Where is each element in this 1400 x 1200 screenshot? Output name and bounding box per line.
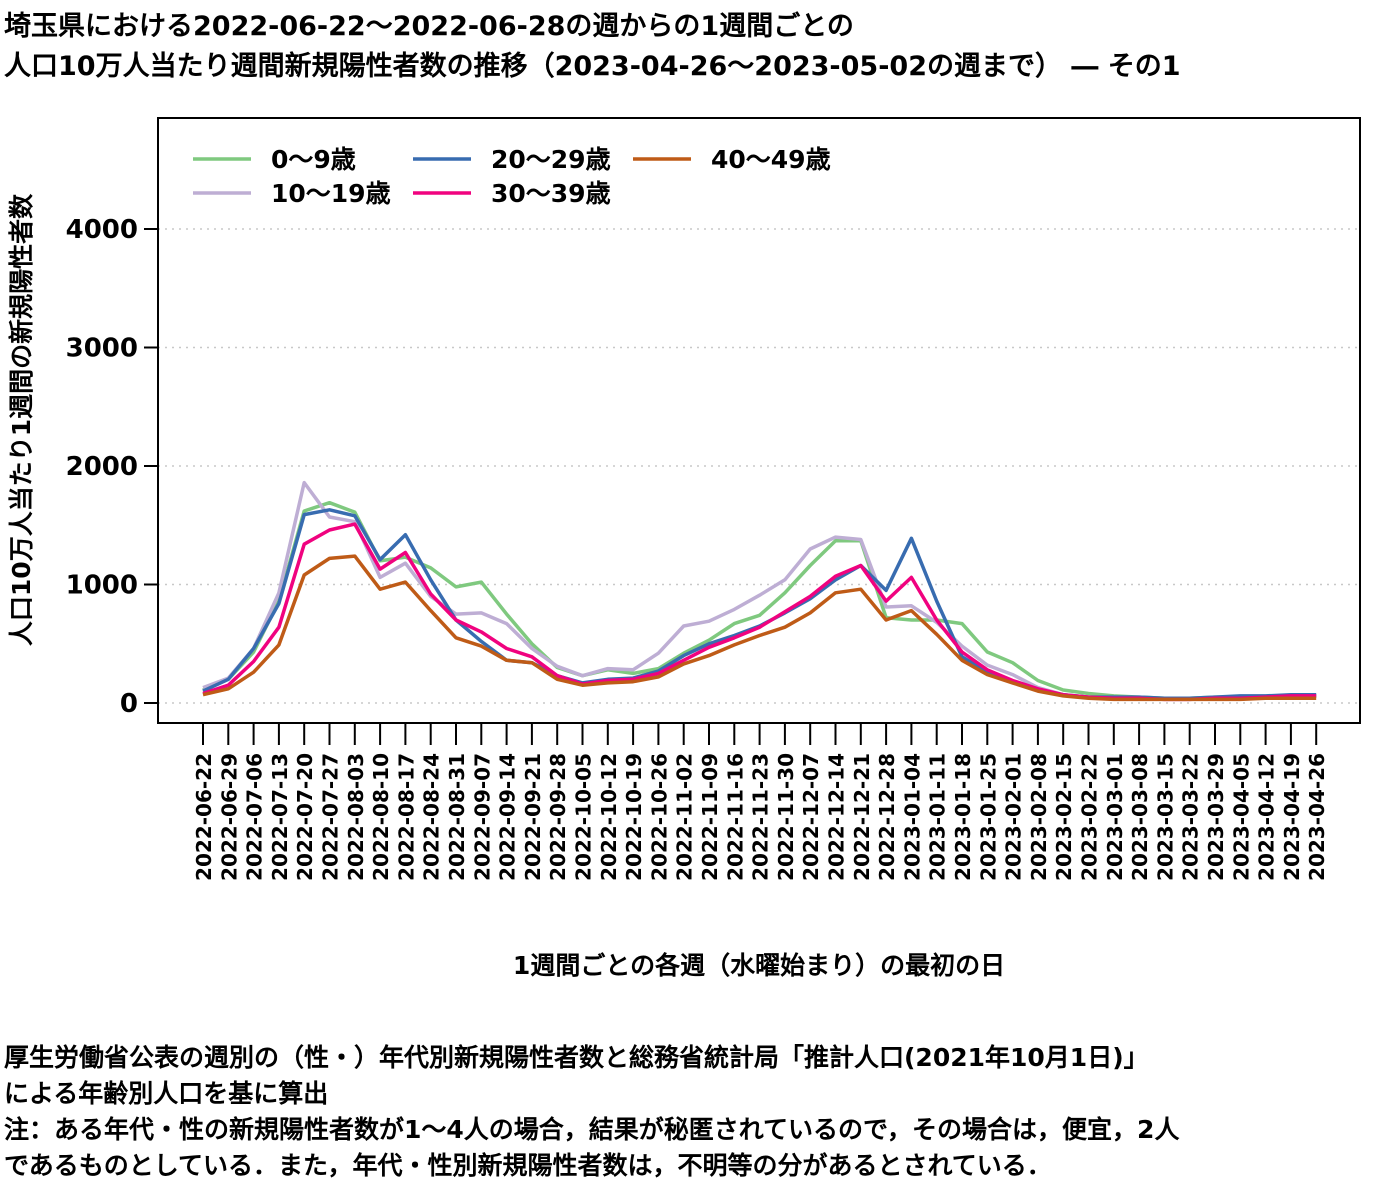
series-line <box>202 500 1317 701</box>
x-tick-label: 2022-07-27 <box>319 753 343 881</box>
x-tick-label: 2023-03-15 <box>1153 753 1177 881</box>
x-tick-label: 2023-01-25 <box>976 753 1000 881</box>
y-axis: 0 1000 2000 3000 4000 <box>66 215 158 719</box>
x-tick-label: 2022-07-13 <box>268 753 292 881</box>
gridlines <box>158 228 1360 704</box>
x-tick-label: 2023-04-05 <box>1229 753 1253 881</box>
series-line <box>202 554 1317 702</box>
legend-label: 40～49歳 <box>711 145 831 174</box>
legend-label: 0～9歳 <box>271 145 356 174</box>
footnote-line-2: であるものとしている．また，年代・性別新規陽性者数は，不明等の分があるとされてい… <box>4 1151 1052 1180</box>
x-tick-label: 2022-10-19 <box>622 753 646 881</box>
y-tick-label: 1000 <box>66 571 138 601</box>
x-tick-label: 2023-02-08 <box>1027 753 1051 881</box>
x-tick-label: 2022-09-21 <box>521 753 545 881</box>
legend-label: 20～29歳 <box>491 145 611 174</box>
x-tick-label: 2022-08-31 <box>445 753 469 881</box>
x-tick-label: 2022-08-24 <box>420 753 444 881</box>
x-tick-label: 2022-11-02 <box>673 753 697 881</box>
legend: 0～9歳 10～19歳 20～29歳 30～39歳 40～49歳 <box>193 145 831 208</box>
x-tick-label: 2023-01-18 <box>951 753 975 881</box>
x-tick-label: 2023-04-19 <box>1280 753 1304 881</box>
series-lines <box>202 480 1317 702</box>
x-tick-label: 2022-09-14 <box>496 753 520 881</box>
x-tick-label: 2022-08-17 <box>394 753 418 881</box>
x-tick-label: 2022-10-05 <box>572 753 596 881</box>
x-tick-label: 2022-06-22 <box>192 753 216 881</box>
legend-label: 30～39歳 <box>491 179 611 208</box>
x-tick-label: 2022-06-29 <box>217 753 241 881</box>
x-tick-label: 2022-11-09 <box>698 753 722 881</box>
x-tick-label: 2023-03-08 <box>1128 753 1152 881</box>
y-tick-label: 0 <box>120 689 138 719</box>
x-tick-label: 2022-11-23 <box>749 753 773 881</box>
source-note-line-2: による年齢別人口を基に算出 <box>4 1079 329 1108</box>
chart-title-line-1: 埼玉県における2022-06-22～2022-06-28の週からの1週間ごとの <box>4 11 854 42</box>
x-tick-label: 2022-09-28 <box>546 753 570 881</box>
chart-title-line-2: 人口10万人当たり週間新規陽性者数の推移（2023-04-26～2023-05-… <box>4 51 1181 82</box>
plot-frame <box>157 117 1361 724</box>
y-tick-label: 2000 <box>66 452 138 482</box>
x-tick-label: 2022-11-16 <box>723 753 747 881</box>
y-tick-label: 3000 <box>66 334 138 364</box>
x-tick-label: 2023-03-22 <box>1179 753 1203 881</box>
x-tick-label: 2022-12-21 <box>850 753 874 881</box>
y-tick-label: 4000 <box>66 215 138 245</box>
legend-label: 10～19歳 <box>271 179 391 208</box>
x-tick-label: 2022-12-14 <box>825 753 849 881</box>
x-axis-label: 1週間ごとの各週（水曜始まり）の最初の日 <box>513 951 1005 980</box>
x-tick-label: 2023-01-04 <box>900 753 924 881</box>
x-tick-label: 2023-03-01 <box>1103 753 1127 881</box>
x-tick-label: 2023-02-01 <box>1002 753 1026 881</box>
x-tick-label: 2022-07-06 <box>243 753 267 881</box>
x-tick-label: 2022-08-03 <box>344 753 368 881</box>
x-tick-label: 2022-07-20 <box>293 753 317 881</box>
series-line <box>202 522 1317 702</box>
footnote-line-1: 注：ある年代・性の新規陽性者数が1～4人の場合，結果が秘匿されているので，その場… <box>4 1115 1180 1144</box>
x-tick-label: 2022-10-26 <box>647 753 671 881</box>
x-tick-label: 2023-01-11 <box>926 753 950 881</box>
x-tick-label: 2023-02-22 <box>1078 753 1102 881</box>
source-note-line-1: 厚生労働省公表の週別の（性・）年代別新規陽性者数と総務省統計局「推計人口(202… <box>4 1043 1149 1072</box>
x-tick-label: 2023-04-26 <box>1305 753 1329 881</box>
x-tick-label: 2022-11-30 <box>774 753 798 881</box>
x-tick-label: 2023-03-29 <box>1204 753 1228 881</box>
x-tick-label: 2022-09-07 <box>470 753 494 881</box>
series-line <box>202 480 1317 702</box>
y-axis-label: 人口10万人当たり1週間の新規陽性者数 <box>7 193 36 646</box>
x-tick-label: 2022-08-10 <box>369 753 393 881</box>
x-tick-label: 2023-02-15 <box>1052 753 1076 881</box>
x-tick-label: 2022-12-28 <box>875 753 899 881</box>
x-axis: 2022-06-22 2022-06-29 2022-07-06 2022-07-13… <box>192 723 1329 881</box>
x-tick-label: 2022-12-07 <box>799 753 823 881</box>
x-tick-label: 2022-10-12 <box>597 753 621 881</box>
x-tick-label: 2023-04-12 <box>1255 753 1279 881</box>
